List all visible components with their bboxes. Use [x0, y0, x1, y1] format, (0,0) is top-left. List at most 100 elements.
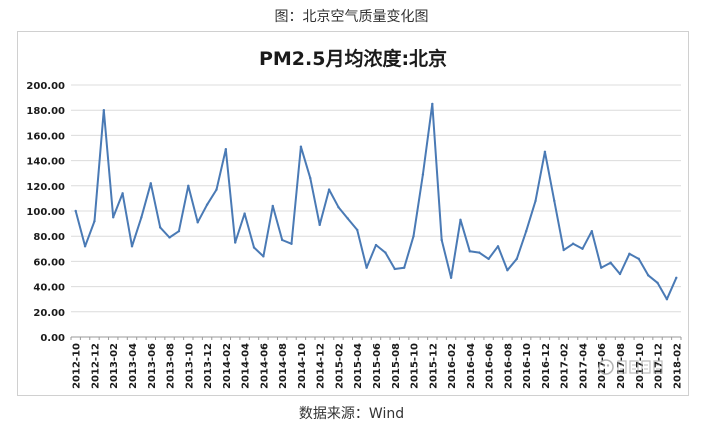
data-point: [234, 241, 237, 244]
data-point: [609, 261, 612, 264]
data-point: [590, 229, 594, 233]
data-point: [600, 266, 603, 269]
data-point: [581, 247, 584, 250]
data-point: [318, 223, 321, 227]
y-tick-label: 80.00: [33, 232, 65, 243]
y-tick-label: 180.00: [26, 106, 65, 117]
data-point: [543, 150, 547, 153]
data-point: [374, 243, 378, 247]
x-tick-label: 2014-12: [316, 343, 327, 389]
y-tick-label: 140.00: [26, 157, 65, 168]
x-tick-label: 2014-08: [278, 343, 289, 389]
data-point: [112, 216, 115, 219]
data-point: [130, 245, 134, 248]
x-tick-label: 2015-10: [410, 343, 421, 389]
data-point: [506, 269, 509, 272]
x-tick-label: 2015-02: [334, 343, 345, 389]
x-tick-label: 2012-10: [72, 343, 83, 389]
data-point: [402, 266, 406, 269]
data-point: [205, 203, 209, 206]
y-tick-label: 40.00: [33, 283, 65, 294]
data-point: [356, 228, 359, 232]
data-point: [571, 242, 575, 245]
data-point: [628, 252, 631, 256]
data-point: [487, 257, 490, 261]
data-point: [215, 188, 218, 191]
data-point: [637, 257, 640, 261]
data-point: [168, 236, 171, 239]
x-tick-label: 2015-06: [372, 343, 383, 389]
y-tick-label: 160.00: [26, 131, 65, 142]
data-point: [412, 235, 415, 238]
data-point: [440, 238, 443, 242]
x-tick-label: 2016-08: [503, 343, 514, 389]
y-tick-label: 120.00: [26, 182, 65, 193]
data-point: [280, 238, 284, 242]
data-point: [393, 267, 396, 271]
data-point: [496, 245, 500, 248]
data-point: [158, 226, 162, 229]
x-tick-label: 2014-04: [241, 343, 252, 389]
x-tick-label: 2013-04: [128, 343, 139, 389]
x-tick-label: 2018-02: [672, 343, 683, 389]
x-tick-label: 2014-02: [222, 343, 233, 389]
x-tick-label: 2016-04: [466, 343, 477, 389]
x-tick-label: 2017-08: [616, 343, 627, 389]
data-point: [102, 109, 106, 112]
y-tick-label: 100.00: [26, 207, 65, 218]
chart-title: PM2.5月均浓度:北京: [258, 48, 448, 70]
y-tick-label: 60.00: [33, 257, 65, 268]
data-point: [309, 177, 312, 180]
data-point: [478, 251, 481, 254]
data-point: [562, 248, 565, 252]
x-tick-label: 2015-04: [353, 343, 364, 389]
x-tick-label: 2016-12: [541, 343, 552, 389]
y-tick-label: 0.00: [40, 333, 65, 344]
x-tick-label: 2013-08: [166, 343, 177, 389]
x-tick-label: 2017-06: [597, 343, 608, 389]
data-point: [93, 219, 96, 223]
x-tick-label: 2013-02: [109, 343, 120, 389]
x-tick-label: 2015-08: [391, 343, 402, 389]
data-point: [421, 173, 425, 176]
data-point: [177, 229, 181, 233]
data-point: [149, 182, 152, 185]
y-tick-label: 200.00: [26, 81, 65, 92]
data-point: [187, 184, 190, 187]
x-tick-label: 2016-10: [522, 343, 533, 389]
x-tick-label: 2013-12: [203, 343, 214, 389]
line-chart: 0.00 20.00 40.00 60.00 80.00 100.00 120.00 140.…: [26, 81, 683, 389]
data-point: [140, 216, 143, 219]
x-tick-label: 2012-12: [90, 343, 101, 389]
data-point: [74, 209, 77, 213]
data-point: [224, 148, 228, 151]
data-source-note: 数据来源：Wind: [298, 406, 405, 422]
x-tick-label: 2017-12: [654, 343, 665, 389]
data-point: [346, 217, 350, 220]
data-point: [618, 272, 622, 276]
x-tick-label: 2017-02: [560, 343, 571, 389]
x-tick-label: 2014-10: [297, 343, 308, 389]
data-point: [515, 257, 518, 261]
data-point: [431, 102, 434, 106]
x-tick-label: 2016-06: [485, 343, 496, 389]
data-point: [196, 221, 199, 224]
x-tick-label: 2017-04: [578, 343, 589, 389]
figure-caption: 图：北京空气质量变化图: [274, 9, 429, 25]
data-point: [524, 229, 528, 233]
data-point: [262, 255, 265, 258]
data-point: [656, 281, 659, 285]
data-point: [243, 212, 246, 215]
data-point: [252, 246, 256, 249]
x-tick-label: 2013-10: [184, 343, 195, 389]
data-point: [271, 204, 274, 208]
data-point: [665, 298, 669, 301]
data-point: [384, 251, 387, 254]
data-point: [290, 242, 293, 245]
data-point: [299, 145, 303, 148]
data-point: [553, 199, 556, 203]
x-tick-label: 2014-06: [259, 343, 270, 389]
data-point: [121, 192, 124, 195]
y-tick-label: 20.00: [33, 308, 65, 319]
watermark-logo: [598, 359, 663, 375]
